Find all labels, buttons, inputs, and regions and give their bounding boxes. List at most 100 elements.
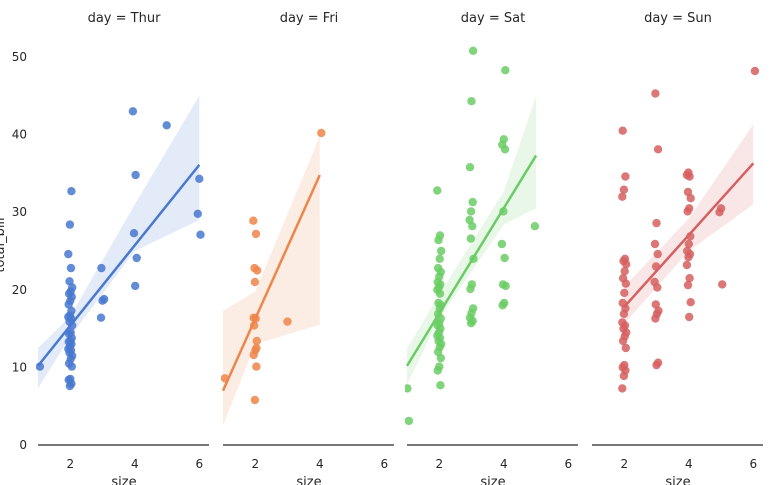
data-point xyxy=(66,374,75,384)
data-point xyxy=(621,343,630,353)
plot-area xyxy=(405,46,540,426)
data-point xyxy=(250,277,260,287)
data-point xyxy=(618,318,627,327)
data-point xyxy=(618,126,627,135)
x-tick-label: 2 xyxy=(620,457,628,471)
data-point xyxy=(465,215,474,225)
facet-title: day = Thur xyxy=(88,11,161,26)
data-point xyxy=(620,267,629,276)
data-point xyxy=(434,298,443,308)
x-tick-label: 4 xyxy=(316,457,324,471)
data-point xyxy=(497,239,507,249)
data-point xyxy=(620,254,630,263)
regression-line xyxy=(623,162,755,308)
y-tick-label: 40 xyxy=(12,128,27,142)
data-point xyxy=(500,298,509,308)
data-point xyxy=(66,263,76,273)
y-tick-label: 30 xyxy=(12,205,27,219)
data-point xyxy=(499,135,508,144)
y-axis-label: total_bill xyxy=(0,217,8,272)
x-tick-label: 6 xyxy=(195,457,203,471)
data-point xyxy=(64,249,73,259)
facet-title: day = Sun xyxy=(644,11,712,26)
data-point xyxy=(468,304,478,313)
facet-panel: 2 4 6 size day = Sun xyxy=(592,11,763,485)
confidence-band xyxy=(38,95,200,389)
data-point xyxy=(718,280,727,289)
data-point xyxy=(433,263,443,273)
y-tick-label: 10 xyxy=(12,360,27,374)
data-point xyxy=(66,328,75,337)
data-point xyxy=(685,312,694,322)
plot-area xyxy=(36,95,205,391)
data-point xyxy=(468,197,477,207)
data-point xyxy=(436,381,445,390)
data-point xyxy=(683,280,693,290)
data-point xyxy=(683,187,693,197)
facet-title: day = Fri xyxy=(280,11,339,26)
data-point xyxy=(250,395,260,405)
data-point xyxy=(654,306,663,315)
data-point xyxy=(466,234,475,243)
data-point xyxy=(435,362,444,371)
x-tick-label: 6 xyxy=(749,457,757,471)
data-point xyxy=(250,263,259,273)
data-point xyxy=(716,204,726,213)
data-point xyxy=(686,298,695,307)
data-point xyxy=(131,170,140,180)
data-point xyxy=(437,246,446,256)
data-point xyxy=(195,174,204,183)
data-point xyxy=(162,121,171,130)
x-tick-label: 2 xyxy=(251,457,259,471)
x-axis-label: size xyxy=(665,475,690,485)
data-point xyxy=(620,360,629,370)
data-point xyxy=(433,186,442,195)
x-tick-label: 6 xyxy=(380,457,388,471)
data-point xyxy=(196,230,205,239)
data-point xyxy=(252,336,261,346)
data-point xyxy=(683,246,692,256)
data-point xyxy=(618,274,628,283)
data-point xyxy=(650,277,659,287)
data-point xyxy=(193,209,202,218)
facet-title: day = Sat xyxy=(461,11,525,26)
plot-area xyxy=(618,66,760,393)
x-tick-label: 6 xyxy=(564,457,572,471)
regression-line xyxy=(221,174,321,392)
y-tick-label: 0 xyxy=(19,438,27,452)
data-point xyxy=(465,163,475,172)
data-point xyxy=(653,358,663,367)
data-point xyxy=(249,216,258,225)
data-point xyxy=(684,168,693,177)
data-point xyxy=(65,277,74,286)
data-point xyxy=(252,362,261,371)
plot-area xyxy=(221,128,326,426)
x-tick-label: 4 xyxy=(500,457,508,471)
data-point xyxy=(467,97,476,106)
data-point xyxy=(128,107,138,116)
x-tick-label: 2 xyxy=(66,457,74,471)
data-point xyxy=(530,222,540,231)
data-point xyxy=(685,274,694,283)
y-tick-label: 20 xyxy=(12,283,27,297)
regression-line xyxy=(37,164,201,367)
data-point xyxy=(97,263,106,273)
data-point xyxy=(317,128,326,138)
data-point xyxy=(405,384,412,393)
data-point xyxy=(466,207,476,216)
y-tick-label: 50 xyxy=(12,50,27,64)
facet-panel: 2 4 6 size day = Sat xyxy=(405,11,578,485)
x-axis-label: size xyxy=(111,475,136,485)
confidence-band xyxy=(624,124,754,324)
data-point xyxy=(283,317,292,326)
data-point xyxy=(685,204,694,213)
facet-panel: 2 4 6 size day = Fri xyxy=(221,11,394,485)
data-point xyxy=(651,300,660,309)
regression-line xyxy=(405,154,538,367)
data-point xyxy=(99,294,109,304)
data-point xyxy=(131,281,140,291)
data-point xyxy=(435,231,445,240)
data-point xyxy=(67,187,76,196)
data-point xyxy=(252,343,261,353)
x-tick-label: 4 xyxy=(685,457,693,471)
